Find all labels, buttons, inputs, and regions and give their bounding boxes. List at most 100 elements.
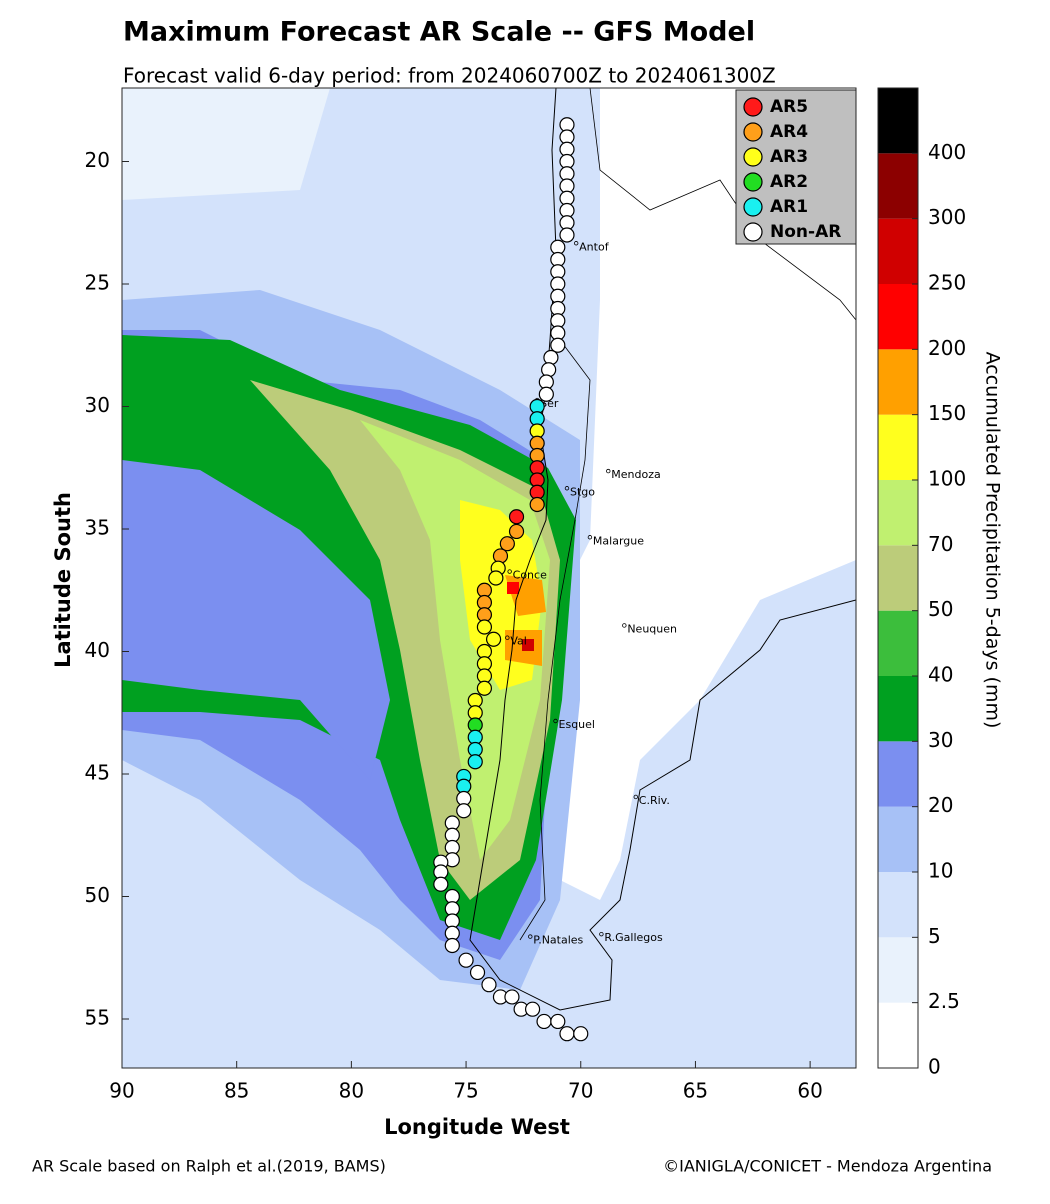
legend-label: AR5 (770, 97, 808, 117)
colorbar: 0 2.5 5 10 20 30 40 50 70 100 150 200 250 300 400 (877, 87, 966, 1079)
ar-point (538, 386, 554, 402)
colorbar-tick-label: 200 (928, 336, 966, 360)
ar-point (444, 937, 460, 954)
y-tick-label: 55 (85, 1006, 110, 1030)
colorbar-segment (878, 480, 918, 546)
colorbar-segment (878, 610, 918, 676)
ar-point (481, 977, 497, 993)
colorbar-tick-label: 20 (928, 793, 953, 817)
city-label: Conce (513, 569, 547, 582)
colorbar-segment (878, 806, 918, 872)
y-tick-label: 35 (85, 516, 110, 540)
plot-frame (121, 87, 857, 1069)
colorbar-segment (878, 218, 918, 284)
city-dot (573, 241, 579, 246)
legend-label: AR3 (770, 147, 808, 167)
city-dot (528, 934, 533, 939)
city-dot (599, 931, 604, 937)
ar-point (488, 570, 504, 586)
city-dot (587, 535, 593, 540)
colorbar-tick-label: 30 (928, 728, 953, 752)
ar-point (433, 876, 449, 892)
border-line (519, 339, 591, 941)
city-dot (633, 794, 638, 800)
axes: 90 85 80 75 70 65 60 20 25 30 35 40 45 50 55 (85, 148, 823, 1103)
precip-region (560, 88, 856, 900)
legend-marker (743, 172, 763, 192)
legend: AR5 AR4 AR3 AR2 AR1 Non-AR (743, 97, 841, 242)
x-tick-label: 65 (683, 1079, 708, 1103)
x-tick-label: 90 (109, 1079, 134, 1103)
colorbar-frame (877, 87, 919, 1069)
precip-region (507, 582, 519, 594)
ar-point (543, 349, 559, 366)
x-axis-label: Longitude West (384, 1115, 570, 1139)
x-tick-label: 80 (339, 1079, 364, 1103)
ar-point (536, 1013, 552, 1030)
x-tick-label: 75 (453, 1079, 478, 1103)
city-label: Stgo (570, 485, 595, 498)
ar-point (476, 619, 493, 635)
ar-point (476, 680, 493, 696)
colorbar-segment (878, 349, 918, 415)
city-label: R.Gallegos (604, 931, 663, 944)
legend-marker (743, 97, 763, 117)
city-label: Antof (579, 240, 610, 253)
ar-point (550, 337, 566, 353)
legend-label: Non-AR (770, 222, 841, 242)
colorbar-tick-label: 5 (928, 924, 941, 948)
colorbar-label: Accumulated Precipitation 5-days (mm) (982, 352, 1004, 729)
colorbar-segment (878, 414, 918, 480)
legend-label: AR1 (770, 197, 808, 217)
city-dot (507, 569, 512, 574)
ar-point (485, 631, 502, 647)
city-dot (553, 718, 558, 724)
precip-region (122, 460, 390, 780)
colorbar-tick-label: 150 (928, 401, 966, 425)
x-tick-label: 70 (568, 1079, 593, 1103)
colorbar-tick-label: 400 (928, 140, 966, 164)
colorbar-segment (878, 676, 918, 742)
city-label: C.Riv. (639, 794, 670, 807)
colorbar-tick-label: 70 (928, 532, 953, 556)
ar-point (541, 362, 557, 378)
city-labels: AntofSerMendozaStgoMalargueConceNeuquenV… (505, 240, 677, 947)
legend-marker (743, 197, 763, 217)
city-dot (505, 635, 510, 640)
city-label: Mendoza (611, 468, 660, 481)
colorbar-segment (878, 545, 918, 611)
colorbar-tick-label: 10 (928, 859, 953, 883)
colorbar-segment (878, 937, 918, 1003)
ar-point (458, 952, 474, 968)
precip-region (522, 639, 534, 651)
ar-point (573, 1026, 589, 1042)
x-tick-label: 60 (797, 1079, 822, 1103)
ar-point (456, 803, 472, 819)
colorbar-tick-label: 250 (928, 271, 966, 295)
ar-point (499, 536, 515, 552)
legend-label: AR2 (770, 172, 808, 192)
colorbar-segment (878, 741, 918, 807)
x-tick-label: 85 (224, 1079, 249, 1103)
colorbar-tick-label: 2.5 (928, 989, 960, 1013)
ar-point (508, 523, 525, 540)
border-line (589, 88, 856, 321)
y-tick-label: 45 (85, 761, 110, 785)
ar-point (524, 1001, 541, 1017)
city-label: Malargue (593, 534, 644, 547)
legend-marker (743, 122, 763, 142)
colorbar-tick-label: 300 (928, 205, 966, 229)
colorbar-tick-label: 0 (928, 1055, 941, 1079)
city-dot (606, 468, 611, 474)
ar-point (550, 1013, 566, 1030)
colorbar-segment (878, 1002, 918, 1068)
city-label: Neuquen (627, 622, 677, 635)
y-tick-label: 50 (85, 883, 110, 907)
subtitle: Forecast valid 6-day period: from 202406… (123, 64, 776, 88)
colorbar-tick-label: 50 (928, 597, 953, 621)
ar-point (469, 964, 486, 981)
legend-label: AR4 (770, 122, 808, 142)
city-label: Val (510, 635, 526, 648)
colorbar-segment (878, 284, 918, 350)
